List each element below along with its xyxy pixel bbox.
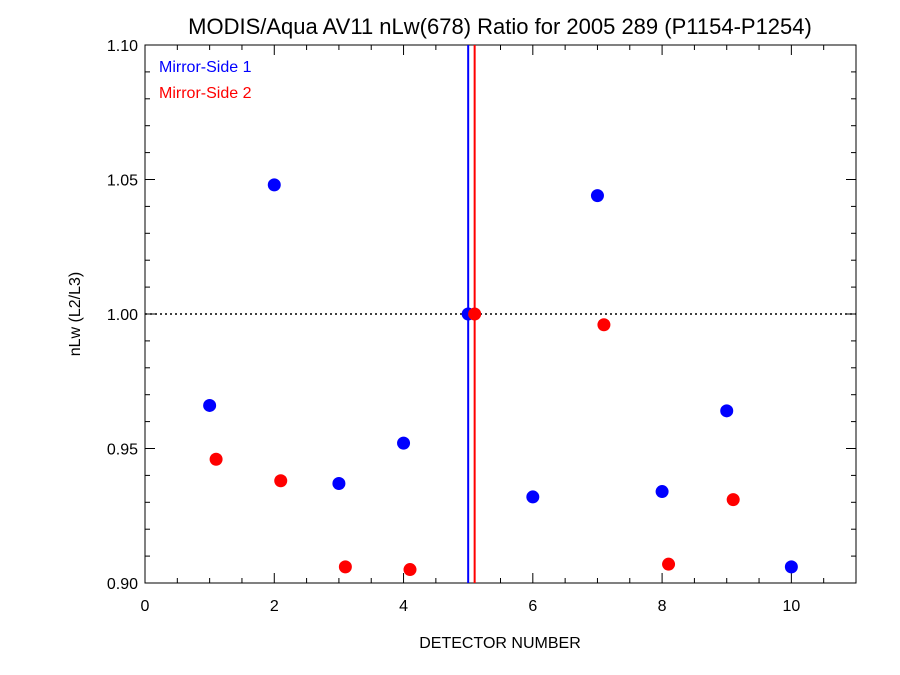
series-1-point bbox=[267, 178, 281, 192]
series-1-point bbox=[590, 189, 604, 203]
legend: Mirror-Side 1 Mirror-Side 2 bbox=[159, 59, 252, 102]
x-tick-label: 2 bbox=[270, 598, 279, 615]
y-tick-label: 0.90 bbox=[107, 576, 138, 593]
legend-entry-series-2: Mirror-Side 2 bbox=[159, 85, 252, 102]
series-1-point bbox=[203, 398, 217, 412]
plot-area: 0 2 4 6 8 10 0.90 0.95 1.00 1.05 1.10 Mirror-Side … bbox=[107, 38, 857, 615]
x-tick-label: 8 bbox=[658, 598, 667, 615]
series-2-point bbox=[597, 318, 611, 332]
series-2-point bbox=[468, 307, 482, 321]
series-2-point bbox=[403, 563, 417, 577]
series-1-point bbox=[397, 436, 411, 450]
chart-title: MODIS/Aqua AV11 nLw(678) Ratio for 2005 … bbox=[188, 14, 812, 39]
x-tick-label: 4 bbox=[399, 598, 408, 615]
y-tick-label: 1.10 bbox=[107, 38, 138, 55]
y-tick-label: 1.05 bbox=[107, 173, 138, 190]
series-1-point bbox=[655, 485, 669, 499]
series-2-point bbox=[274, 474, 288, 488]
legend-entry-series-1: Mirror-Side 1 bbox=[159, 59, 252, 76]
series-2-point bbox=[726, 493, 740, 507]
series-1-point bbox=[332, 476, 346, 490]
y-tick-label: 0.95 bbox=[107, 442, 138, 459]
series-1-point bbox=[526, 490, 540, 504]
series-2-point bbox=[662, 557, 676, 571]
series-2-point bbox=[338, 560, 352, 574]
x-tick-label: 0 bbox=[141, 598, 150, 615]
x-tick-label: 6 bbox=[528, 598, 537, 615]
series-1-point bbox=[720, 404, 734, 418]
tick-labels: 0 2 4 6 8 10 0.90 0.95 1.00 1.05 1.10 bbox=[107, 38, 801, 615]
y-axis-label: nLw (L2/L3) bbox=[67, 272, 84, 357]
data-points bbox=[203, 178, 798, 577]
series-1-point bbox=[784, 560, 798, 574]
x-axis-label: DETECTOR NUMBER bbox=[419, 635, 581, 652]
y-tick-label: 1.00 bbox=[107, 307, 138, 324]
series-2-point bbox=[209, 452, 223, 466]
x-tick-label: 10 bbox=[782, 598, 800, 615]
